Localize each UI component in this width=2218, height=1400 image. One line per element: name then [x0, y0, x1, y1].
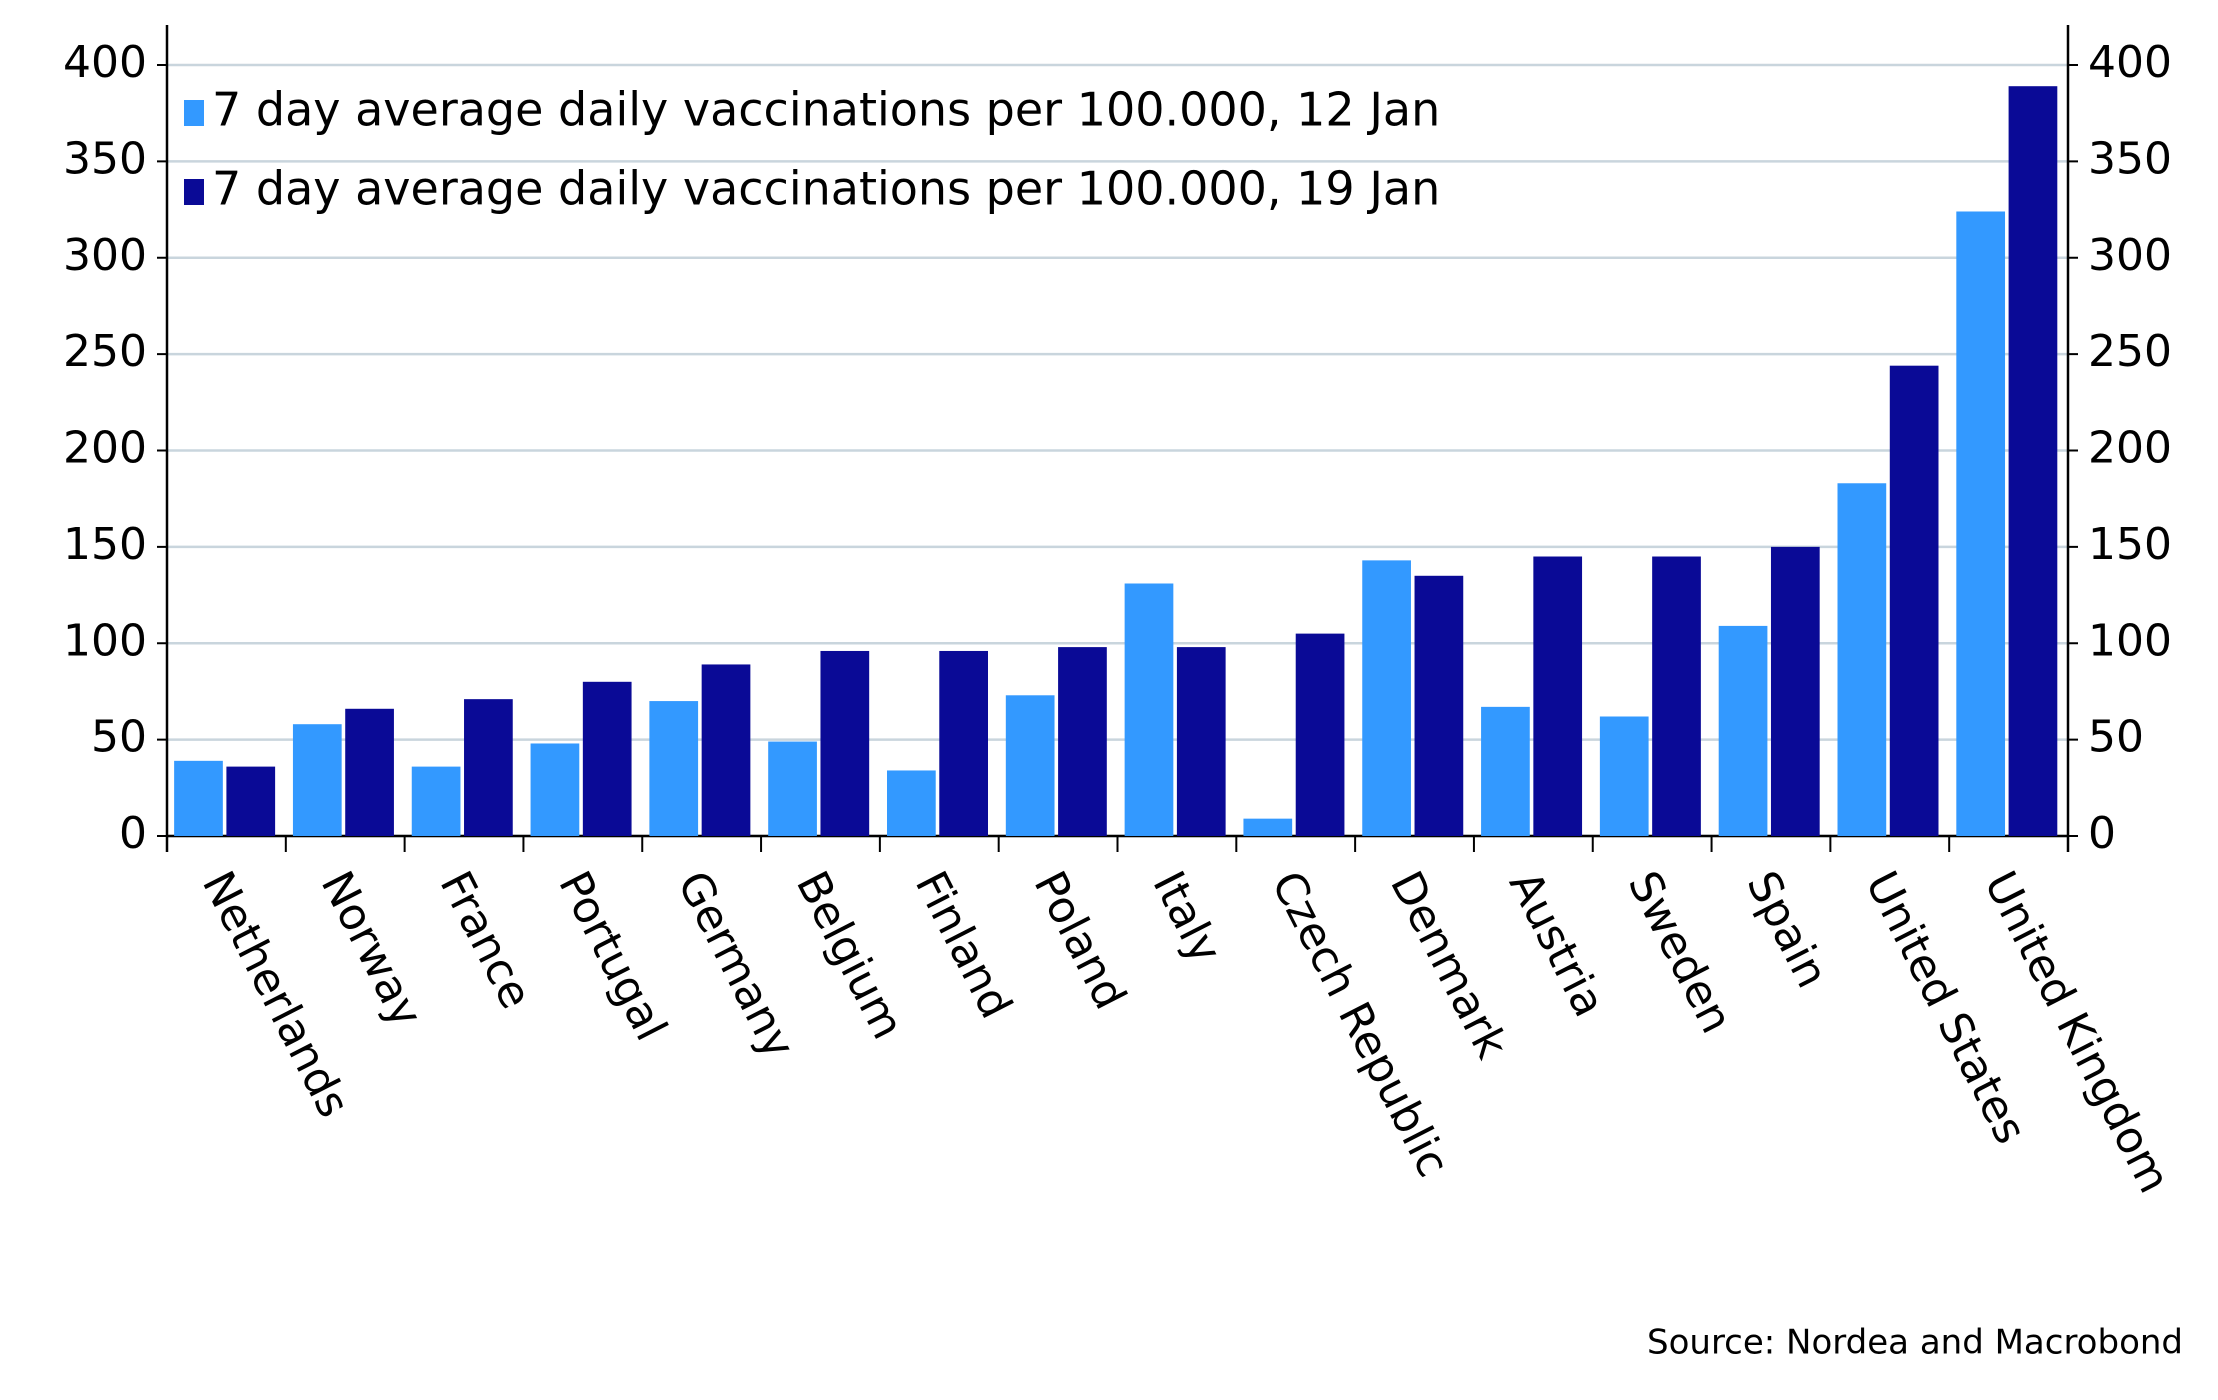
bar [1956, 211, 2006, 837]
bar [411, 766, 461, 836]
legend-label: 7 day average daily vaccinations per 100… [212, 83, 1440, 137]
y-tick-label: 350 [63, 133, 147, 184]
bar [1533, 556, 1583, 836]
y-tick-label: 150 [63, 519, 147, 570]
legend-label: 7 day average daily vaccinations per 100… [212, 162, 1440, 216]
x-tick-label: Portugal [548, 863, 676, 1049]
x-tick-label: Norway [311, 863, 432, 1035]
bar [1599, 716, 1649, 836]
bar [292, 724, 342, 836]
x-tick-label: France [430, 863, 542, 1017]
bar [464, 699, 513, 836]
x-tick-label: Italy [1142, 863, 1231, 971]
bar [1362, 560, 1411, 836]
y-tick-label: 300 [63, 230, 147, 281]
bar [1718, 625, 1768, 836]
y-tick-label: 50 [91, 712, 147, 763]
bar [530, 743, 580, 836]
y2-tick-label: 250 [2088, 326, 2172, 377]
bar [1243, 818, 1293, 836]
y2-tick-label: 0 [2088, 808, 2116, 859]
bar [1837, 483, 1887, 836]
y2-tick-label: 350 [2088, 133, 2172, 184]
bar [1176, 647, 1226, 836]
source-note: Source: Nordea and Macrobond [1647, 1323, 2183, 1363]
y2-tick-label: 100 [2088, 615, 2172, 666]
bar [174, 760, 223, 836]
bar [1295, 633, 1345, 836]
x-tick-label: Poland [1024, 863, 1136, 1017]
bar [1124, 583, 1174, 836]
y-tick-label: 200 [63, 423, 147, 474]
bar [820, 650, 870, 836]
bar [1889, 365, 1939, 836]
bar [649, 701, 699, 836]
x-tick-label: Belgium [786, 863, 913, 1047]
legend-swatch [184, 100, 204, 126]
bar [701, 664, 751, 836]
x-tick-label: United Kingdom [1974, 863, 2180, 1201]
y2-tick-label: 300 [2088, 230, 2172, 281]
y-tick-label: 400 [63, 37, 147, 88]
bar [582, 681, 632, 836]
bar [1481, 706, 1530, 836]
bar [768, 741, 817, 836]
y2-tick-label: 200 [2088, 423, 2172, 474]
bar [226, 766, 276, 836]
bar [1005, 695, 1055, 836]
x-tick-label: Austria [1499, 863, 1615, 1025]
bar [1652, 556, 1701, 836]
x-tick-label: Spain [1736, 863, 1837, 996]
bar [1414, 575, 1464, 836]
y2-tick-label: 400 [2088, 37, 2172, 88]
bar [939, 650, 988, 836]
y2-tick-label: 150 [2088, 519, 2172, 570]
x-tick-label: Sweden [1618, 863, 1742, 1041]
bar [2008, 86, 2058, 836]
x-tick-label: Denmark [1380, 863, 1517, 1067]
bar [1770, 546, 1820, 836]
y2-tick-label: 50 [2088, 712, 2144, 763]
y-tick-label: 250 [63, 326, 147, 377]
bar [887, 770, 936, 836]
y-tick-label: 0 [119, 808, 147, 859]
y-tick-label: 100 [63, 615, 147, 666]
legend-swatch [184, 179, 204, 205]
bar [345, 708, 394, 836]
bar [1058, 647, 1107, 836]
x-tick-label: Germany [667, 863, 804, 1066]
x-tick-label: Finland [905, 863, 1022, 1026]
